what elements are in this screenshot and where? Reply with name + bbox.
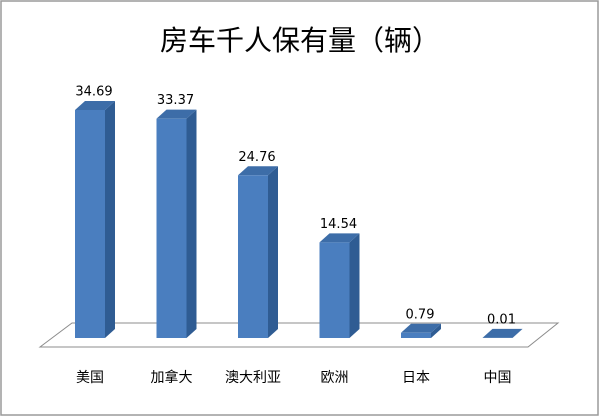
bar-top bbox=[482, 328, 523, 338]
bar-side bbox=[105, 101, 115, 338]
bar bbox=[238, 166, 278, 338]
bar bbox=[156, 109, 197, 339]
bar-top bbox=[319, 233, 360, 243]
bar bbox=[75, 101, 115, 338]
data-label: 14.54 bbox=[320, 217, 357, 232]
bar-top bbox=[156, 109, 197, 119]
bar-side bbox=[431, 323, 441, 338]
bar-side bbox=[349, 233, 360, 338]
bar bbox=[482, 328, 523, 338]
bar bbox=[401, 323, 441, 338]
bar bbox=[319, 233, 360, 338]
x-tick-label: 美国 bbox=[76, 370, 104, 386]
bar-top bbox=[75, 101, 115, 110]
bar-front bbox=[75, 110, 105, 338]
bar-front bbox=[238, 175, 268, 338]
floor bbox=[38, 322, 560, 348]
chart-title: 房车千人保有量（辆） bbox=[160, 24, 440, 57]
bar-front bbox=[401, 332, 431, 338]
bar-side bbox=[186, 109, 197, 339]
data-label: 0.01 bbox=[487, 312, 516, 327]
x-tick-label: 欧洲 bbox=[321, 370, 349, 386]
x-tick-label: 中国 bbox=[484, 370, 512, 386]
data-label: 33.37 bbox=[157, 93, 194, 108]
x-tick-label: 加拿大 bbox=[151, 369, 193, 386]
bar-front bbox=[156, 118, 187, 339]
data-label: 34.69 bbox=[75, 85, 112, 100]
bar-side bbox=[268, 166, 278, 338]
bar-front bbox=[319, 242, 350, 338]
bar-side bbox=[512, 328, 523, 338]
x-tick-label: 日本 bbox=[402, 370, 430, 386]
bar-top bbox=[401, 323, 441, 333]
data-label: 24.76 bbox=[238, 150, 275, 165]
data-label: 0.79 bbox=[406, 307, 435, 322]
x-tick-label: 澳大利亚 bbox=[225, 370, 281, 386]
bar-top bbox=[238, 166, 278, 176]
